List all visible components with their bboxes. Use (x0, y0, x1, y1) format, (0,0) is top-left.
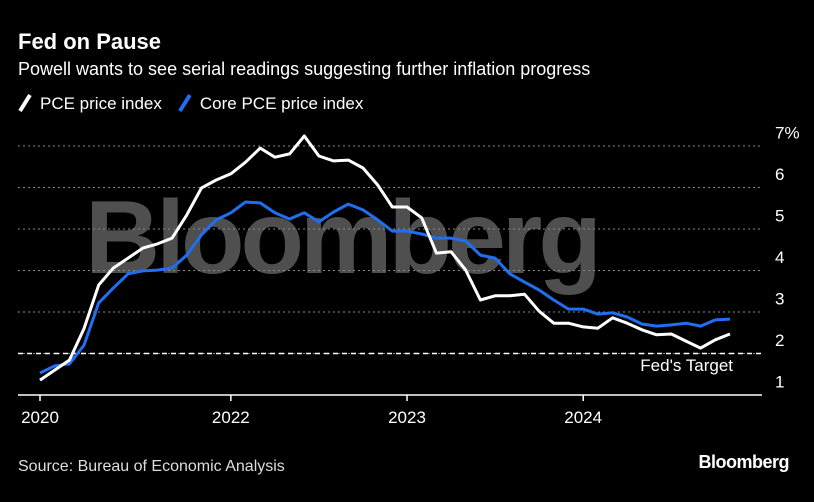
y-tick-label: 1 (775, 372, 784, 391)
y-tick-label: 3 (775, 289, 784, 308)
y-tick-label: 5 (775, 206, 784, 225)
x-tick-label: 2022 (212, 408, 250, 427)
legend-swatch (178, 93, 192, 113)
y-tick-label: 7% (775, 123, 800, 142)
y-tick-label: 6 (775, 165, 784, 184)
x-tick-label: 2020 (21, 408, 59, 427)
series-line (39, 200, 731, 375)
source: Source: Bureau of Economic Analysis (18, 458, 285, 475)
x-tick-label: 2023 (388, 408, 426, 427)
legend-label: PCE price index (40, 94, 162, 113)
x-tick-label: 2024 (564, 408, 602, 427)
chart-subtitle: Powell wants to see serial readings sugg… (18, 59, 590, 79)
target-label: Fed's Target (640, 356, 733, 375)
series-line (39, 134, 731, 382)
legend-label: Core PCE price index (200, 94, 364, 113)
chart-title: Fed on Pause (18, 29, 161, 54)
y-tick-label: 2 (775, 331, 784, 350)
legend-swatch (18, 93, 32, 113)
brand-logo: Bloomberg (698, 452, 789, 472)
y-tick-label: 4 (775, 248, 784, 267)
